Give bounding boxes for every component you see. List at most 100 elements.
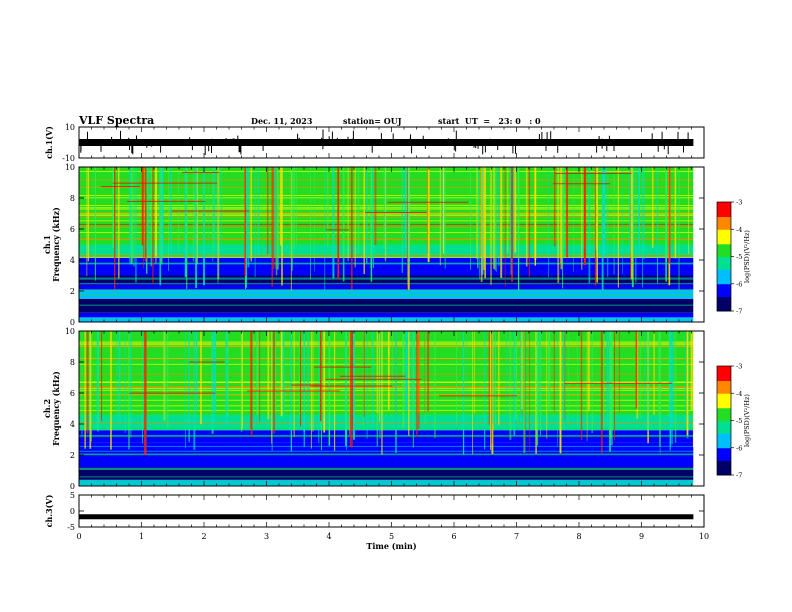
spectro-burst [110,331,112,450]
spectro-burst [366,331,368,439]
spectro-tone-line [79,468,694,469]
spectro-burst [525,167,528,267]
spectro-burst [408,167,410,265]
spectro-burst [659,331,661,454]
spectro-burst [133,167,135,267]
spectro-red-segment [365,211,427,213]
spectro-burst [320,331,322,422]
spectro-band [79,289,694,299]
x-tick-label: 6 [451,532,456,541]
spectro-band [79,244,694,257]
spectro-burst [363,331,365,418]
spectro-burst [152,167,154,284]
spectro-burst [588,167,591,284]
spectro-tone-line [79,186,694,188]
x-tick-label: 5 [389,532,394,541]
spectro-burst [688,167,689,254]
spectro-burst [327,167,329,247]
spectro-burst [203,167,205,286]
spectro-burst [629,167,631,254]
ch1-colorbar-cell [717,258,731,261]
spectro-burst [307,331,310,413]
spectro-tone-line [79,363,694,365]
spectro-burst [548,167,549,278]
spectro-burst [385,167,387,262]
spectro-burst [147,167,150,254]
spectro-burst [370,167,373,282]
ch2-colorbar-cell [717,465,731,469]
ch2-colorbar-cell [717,366,731,369]
spectro-burst [529,331,530,453]
spectro-burst [379,331,381,439]
spectro-burst [513,167,515,258]
spectro-burst [124,331,126,433]
ch1-spec-ylabel: Frequency (kHz) [51,207,61,282]
spectro-burst [391,331,393,410]
ch1-colorbar-cell [717,294,731,297]
spectro-red-segment [126,200,206,202]
spectro-burst [474,331,475,414]
spectro-burst [184,167,187,277]
spectro-burst [606,331,609,427]
ch2-colorbar-cell [717,469,731,472]
spectro-burst [553,167,556,247]
spectro-tone-line [79,220,694,222]
spectro-tone-line [79,454,694,456]
ch1-colorbar-cell [717,254,731,257]
ch2-colorbar-cell [717,376,731,380]
ch2-colorbar-cell [717,407,731,411]
spectro-tone-line [79,484,694,486]
ch1-colorbar-cell [717,260,731,263]
spectro-burst [577,331,578,424]
spectro-burst [185,331,186,449]
spectro-burst [135,167,137,283]
spectro-burst [500,167,503,278]
ch2-colorbar-cell [717,369,731,372]
ch2-spec-channel-label: ch.2 [42,399,52,418]
ch1-colorbar-cell [717,202,731,205]
spectro-burst [267,331,270,420]
ch1-colorbar-cell [717,207,731,210]
spectro-red-segment [101,186,141,188]
ch1-colorbar-tick-label: -4 [736,226,742,234]
spectro-burst [494,331,497,425]
spectro-burst [505,331,507,420]
spectro-tone-line [79,214,694,216]
spectro-burst [129,167,132,265]
spectro-burst [484,331,486,450]
spectro-burst [539,331,541,414]
chart-title: VLF Spectra [79,114,155,127]
spectro-burst [381,331,383,455]
ch1-colorbar-cell [717,249,731,252]
spectro-burst [455,331,458,423]
spectro-burst [282,331,285,415]
ch2-colorbar-cell [717,380,731,383]
spectro-burst [337,167,340,280]
spectro-burst [408,331,410,436]
spectro-burst [310,167,312,280]
spectro-tone-line [79,205,694,207]
spectro-tone-line [79,342,694,344]
spectro-burst [89,331,92,449]
spectro-burst [479,167,481,279]
spectro-burst [613,167,615,275]
spectro-red-segment [246,390,341,392]
spectro-burst [293,331,295,437]
spectro-burst [562,331,565,417]
spectro-burst [118,167,120,279]
ch2-spec-ytick-label: 4 [70,420,75,429]
ch1-colorbar-tick-label: -6 [736,280,742,288]
ch3-waveform-line [79,514,694,520]
ch1-wave-ytick-label: -10 [62,154,75,163]
spectro-burst [217,167,219,284]
spectro-tone-line [79,436,694,438]
spectro-burst [462,331,465,455]
ch1-colorbar-cell [717,209,731,212]
spectro-burst [424,331,426,424]
ch2-colorbar-cell [717,384,731,387]
spectro-burst [614,331,616,441]
spectro-tone-line [79,216,694,218]
spectro-burst [342,167,345,282]
spectro-burst [345,331,347,438]
